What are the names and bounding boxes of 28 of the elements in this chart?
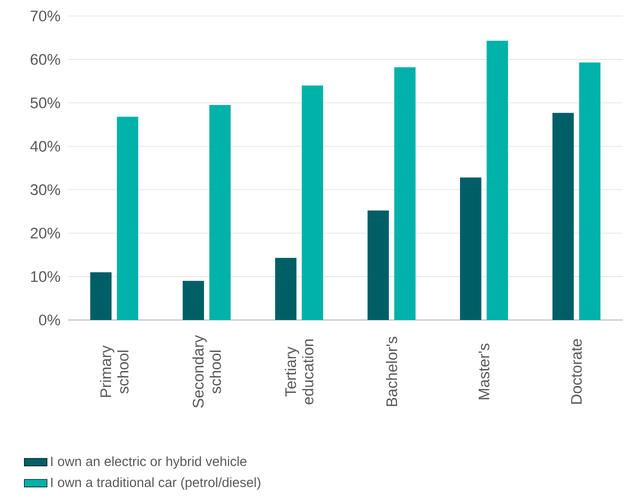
bar [486,40,508,320]
bar [460,178,482,320]
y-tick-label: 70% [30,10,60,22]
bar [182,280,204,320]
bar [116,116,138,320]
bar [368,210,389,320]
bar [552,112,574,320]
x-tick-label: Doctorate [571,339,582,404]
y-tick-label: 60% [30,54,60,65]
y-tick-label: 20% [30,228,60,239]
y-tick-label: 10% [31,271,60,282]
bar [90,272,112,320]
x-tick-label: Secondary school [192,335,221,408]
y-tick-label: 0% [39,314,60,326]
x-tick-label: Primary school [100,345,129,397]
legend-label: I own an electric or hybrid vehicle [51,456,246,469]
bar [394,67,416,320]
bar [579,62,600,320]
bar [275,258,296,320]
bar [302,85,324,320]
y-tick-label: 30% [30,184,60,196]
y-tick-label: 50% [30,97,60,108]
legend-label: I own a traditional car (petrol/diesel) [51,477,260,490]
y-tick-label: 40% [30,140,60,152]
x-tick-label: Tertiary education [284,339,314,404]
bar [209,105,231,320]
x-tick-label: Bachelor's [386,336,398,406]
x-tick-label: Master's [478,344,490,400]
